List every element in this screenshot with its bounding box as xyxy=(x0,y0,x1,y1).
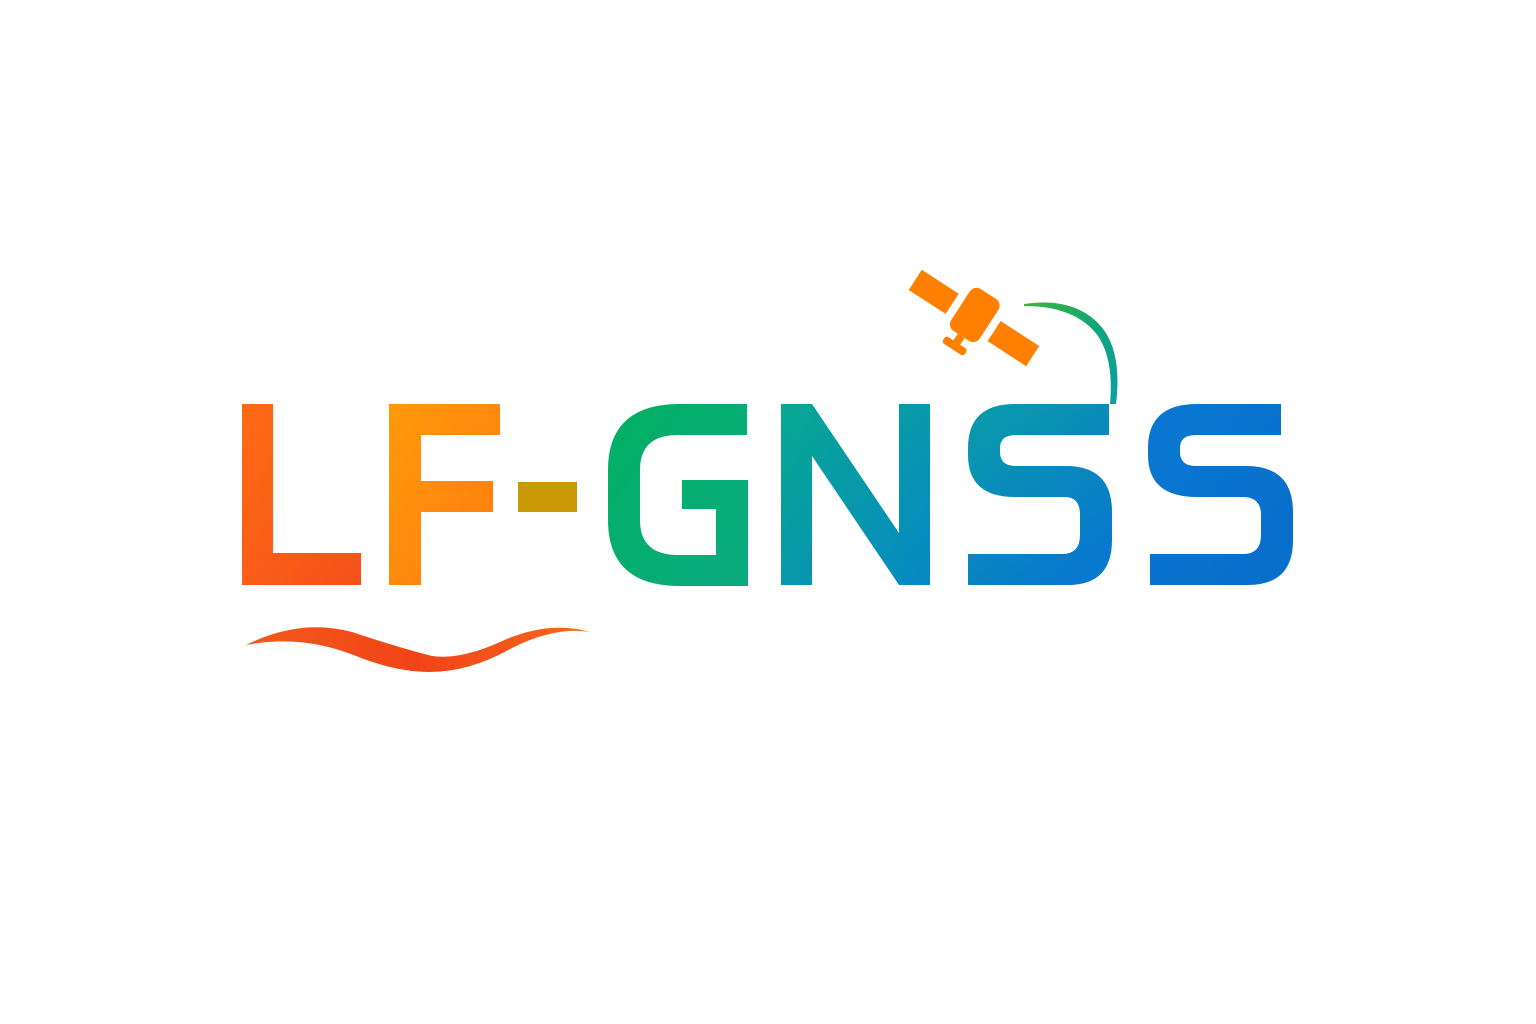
wave-icon xyxy=(246,627,590,672)
letter-l xyxy=(242,404,361,585)
letter-f xyxy=(389,404,500,585)
letter-s-2 xyxy=(1148,404,1293,585)
letter-hyphen xyxy=(518,482,577,512)
letter-n xyxy=(781,404,930,585)
wordmark-text: LF-GNSS xyxy=(766,1019,771,1021)
satellite-icon xyxy=(908,269,1040,367)
letter-s-1 xyxy=(968,404,1112,585)
orbit-arc-icon xyxy=(1024,302,1118,404)
letter-g xyxy=(608,404,748,586)
